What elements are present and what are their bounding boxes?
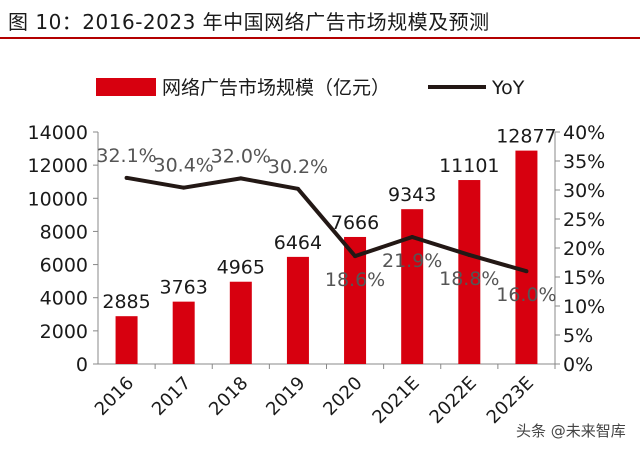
y-left-tick-label: 10000 [28,188,88,210]
bar-value-label: 9343 [388,184,436,206]
chart-title: 图 10：2016-2023 年中国网络广告市场规模及预测 [8,10,490,34]
y-right-tick-label: 10% [563,296,605,318]
bar-value-label: 2885 [102,291,150,313]
x-tick-label: 2020 [319,373,366,420]
x-tick-label: 2021E [368,373,423,428]
bar-value-label: 4965 [217,257,265,279]
bar [401,209,424,364]
bar-value-label: 12877 [496,126,556,148]
bar [344,236,367,364]
y-right-tick-label: 25% [563,209,605,231]
bar [115,316,138,364]
yoy-value-label: 21.9% [382,250,442,272]
yoy-point [124,175,129,180]
title-underline [0,37,640,39]
bar-value-label: 7666 [331,212,379,234]
x-tick-label: 2018 [205,373,252,420]
y-right-tick-label: 5% [563,325,593,347]
yoy-value-label: 30.4% [154,155,214,177]
bar-value-label: 3763 [160,277,208,299]
yoy-value-label: 32.1% [96,145,156,167]
legend-label-line: YoY [491,77,525,99]
legend-label-bar: 网络广告市场规模（亿元） [162,77,390,99]
y-left-tick-label: 0 [76,354,88,376]
bar [286,256,309,364]
y-left-tick-label: 14000 [28,122,88,144]
yoy-point [295,186,300,191]
chart-title-bar: 图 10：2016-2023 年中国网络广告市场规模及预测 [0,0,640,40]
legend-swatch-bar [96,78,156,96]
bar [458,180,481,364]
yoy-value-label: 18.6% [325,269,385,291]
bar [515,150,538,364]
y-left-tick-label: 2000 [40,321,88,343]
yoy-line [126,175,527,274]
watermark: 头条 @未来智库 [516,422,626,440]
bar-value-label: 6464 [274,232,322,254]
y-left-tick-label: 8000 [40,221,88,243]
y-right-tick-label: 40% [563,122,605,144]
yoy-value-label: 18.8% [439,268,499,290]
yoy-point [238,176,243,181]
yoy-point [410,234,415,239]
y-right-tick-label: 15% [563,267,605,289]
y-left-tick-label: 6000 [40,255,88,277]
y-right-tick-label: 0% [563,354,593,376]
x-tick-label: 2016 [91,373,138,420]
y-right-tick-label: 35% [563,151,605,173]
x-tick-label: 2022E [426,373,481,428]
bar [172,301,195,364]
yoy-point [524,269,529,274]
y-left-tick-label: 12000 [28,155,88,177]
x-tick-label: 2019 [262,373,309,420]
x-tick-label: 2017 [148,373,195,420]
bar [229,281,252,364]
y-right-tick-label: 20% [563,238,605,260]
yoy-point [181,185,186,190]
yoy-value-label: 30.2% [268,156,328,178]
yoy-value-label: 32.0% [211,145,271,167]
bar-value-label: 11101 [439,155,499,177]
y-right-tick-label: 30% [563,180,605,202]
yoy-point [467,252,472,257]
yoy-value-label: 16.0% [496,284,556,306]
yoy-point [353,254,358,259]
y-left-tick-label: 4000 [40,288,88,310]
